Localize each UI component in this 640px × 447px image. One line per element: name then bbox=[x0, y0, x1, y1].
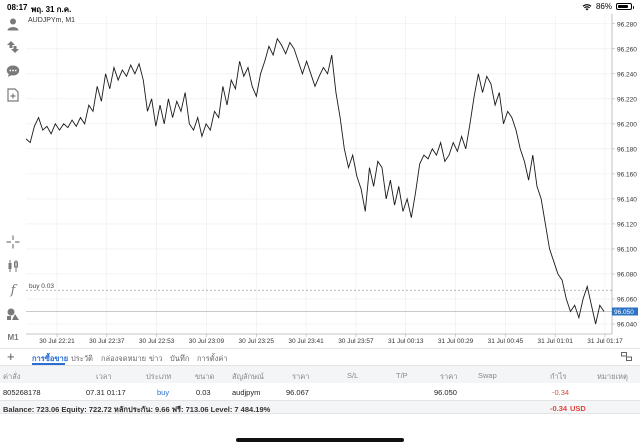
order-type: buy bbox=[157, 388, 170, 397]
tab-news[interactable]: ข่าว bbox=[149, 354, 163, 363]
tab-trade[interactable]: การซื้อขาย bbox=[32, 354, 69, 363]
x-tick-label: 30 Jul 23:41 bbox=[288, 338, 324, 344]
price-chart-svg[interactable]: 96.280 96.260 96.240 96.220 96.200 96.180 96.1… bbox=[26, 14, 640, 344]
chart-type-icon[interactable] bbox=[5, 258, 21, 274]
orders-table-header: ค่าสั่ง เวลา ประเภท ขนาด สัญลักษณ์ ราคา … bbox=[0, 365, 640, 383]
tab-journal[interactable]: บันทึก bbox=[170, 354, 190, 363]
header-symbol: สัญลักษณ์ bbox=[232, 372, 265, 381]
terminal-settings-icon[interactable] bbox=[621, 352, 632, 361]
x-tick-label: 30 Jul 23:09 bbox=[189, 338, 225, 344]
status-time: 08:17 bbox=[7, 3, 28, 12]
order-time: 07.31 01:17 bbox=[86, 388, 126, 397]
buy-level-label: buy 0.03 bbox=[29, 283, 54, 290]
chat-icon[interactable] bbox=[5, 63, 21, 79]
y-tick-label: 96.060 bbox=[617, 296, 637, 303]
timeframe-button[interactable]: M1 bbox=[7, 332, 19, 342]
x-tick-label: 30 Jul 23:25 bbox=[239, 338, 275, 344]
y-tick-label: 96.040 bbox=[617, 321, 637, 328]
account-summary: Balance: 723.06 Equity: 722.72 หลักประกั… bbox=[0, 400, 640, 414]
x-tick-label: 30 Jul 22:53 bbox=[139, 338, 175, 344]
x-tick-label: 30 Jul 23:57 bbox=[338, 338, 374, 344]
header-type: ประเภท bbox=[146, 372, 172, 381]
left-toolbar: f M1 bbox=[0, 14, 26, 344]
header-swap: Swap bbox=[478, 371, 497, 380]
order-size: 0.03 bbox=[196, 388, 211, 397]
y-tick-label: 96.280 bbox=[617, 21, 637, 28]
order-profit: -0.34 bbox=[552, 388, 570, 397]
current-price-tag-label: 96.050 bbox=[614, 309, 634, 316]
objects-icon[interactable] bbox=[5, 306, 21, 322]
account-icon[interactable] bbox=[5, 16, 21, 32]
order-symbol: audjpym bbox=[232, 388, 261, 397]
current-price-tag bbox=[612, 307, 638, 316]
header-tp: T/P bbox=[396, 371, 408, 380]
table-row[interactable]: 805268178 07.31 01:17 buy 0.03 audjpym 9… bbox=[0, 383, 640, 399]
order-open-price: 96.067 bbox=[286, 388, 309, 397]
trade-icon[interactable] bbox=[5, 39, 21, 55]
header-profit: กำไร bbox=[550, 372, 567, 381]
y-tick-label: 96.080 bbox=[617, 271, 637, 278]
header-current-price: ราคา bbox=[440, 372, 458, 381]
battery-percent: 86% bbox=[595, 2, 612, 11]
x-tick-label: 31 Jul 01:01 bbox=[537, 338, 573, 344]
tab-settings[interactable]: การตั้งค่า bbox=[197, 354, 228, 363]
y-tick-label: 96.260 bbox=[617, 46, 637, 53]
header-open-price: ราคา bbox=[292, 372, 310, 381]
y-tick-label: 96.220 bbox=[617, 96, 637, 103]
order-id: 805268178 bbox=[3, 388, 41, 397]
battery-icon bbox=[616, 3, 634, 10]
header-order: ค่าสั่ง bbox=[3, 372, 21, 381]
header-comment: หมายเหตุ bbox=[597, 372, 628, 381]
battery-fill bbox=[618, 5, 629, 8]
add-icon[interactable]: + bbox=[7, 349, 15, 364]
x-tick-label: 31 Jul 01:17 bbox=[587, 338, 623, 344]
home-indicator[interactable] bbox=[236, 438, 404, 442]
wifi-icon bbox=[582, 3, 592, 10]
total-profit: -0.34 bbox=[550, 404, 568, 413]
price-line-series bbox=[26, 37, 605, 325]
y-tick-label: 96.240 bbox=[617, 71, 637, 78]
header-time: เวลา bbox=[96, 372, 112, 381]
y-tick-label: 96.180 bbox=[617, 146, 637, 153]
x-tick-label: 30 Jul 22:37 bbox=[89, 338, 125, 344]
terminal-tabs: + การซื้อขาย ประวัติ กล่องจดหมาย ข่าว บั… bbox=[0, 348, 640, 365]
account-summary-text: Balance: 723.06 Equity: 722.72 หลักประกั… bbox=[3, 405, 271, 414]
x-tick-label: 31 Jul 00:29 bbox=[438, 338, 474, 344]
y-tick-label: 96.120 bbox=[617, 221, 637, 228]
header-size: ขนาด bbox=[195, 372, 215, 381]
tab-history[interactable]: ประวัติ bbox=[71, 354, 93, 363]
y-tick-label: 96.140 bbox=[617, 196, 637, 203]
new-order-icon[interactable] bbox=[5, 87, 21, 103]
crosshair-icon[interactable] bbox=[5, 234, 21, 250]
order-current-price: 96.050 bbox=[434, 388, 457, 397]
price-chart[interactable]: 96.280 96.260 96.240 96.220 96.200 96.180 96.1… bbox=[26, 14, 640, 344]
x-tick-label: 31 Jul 00:13 bbox=[388, 338, 424, 344]
profit-currency: USD bbox=[570, 404, 586, 413]
tab-mailbox[interactable]: กล่องจดหมาย bbox=[101, 354, 147, 363]
status-right: 86% bbox=[582, 2, 634, 11]
y-tick-label: 96.200 bbox=[617, 121, 637, 128]
chart-symbol-label: AUDJPYm, M1 bbox=[28, 17, 76, 24]
status-date: พฤ. 31 ก.ค. bbox=[31, 5, 72, 14]
x-tick-label: 31 Jul 00:45 bbox=[488, 338, 524, 344]
status-bar: 08:17 พฤ. 31 ก.ค. 86% bbox=[0, 0, 640, 14]
active-tab-underline bbox=[32, 363, 65, 365]
indicator-icon[interactable]: f bbox=[10, 282, 16, 298]
x-tick-label: 30 Jul 22:21 bbox=[39, 338, 75, 344]
y-tick-label: 96.160 bbox=[617, 171, 637, 178]
header-sl: S/L bbox=[347, 371, 359, 380]
y-tick-label: 96.100 bbox=[617, 246, 637, 253]
